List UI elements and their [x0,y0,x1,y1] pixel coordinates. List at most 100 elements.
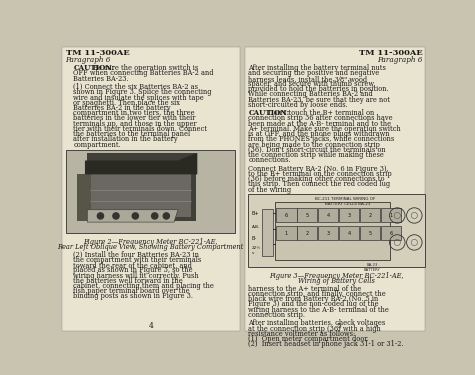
Text: (36) before making other connections to: (36) before making other connections to [248,175,385,183]
Text: 2: 2 [306,231,309,237]
Bar [276,208,296,222]
Text: TM 11-300AE: TM 11-300AE [359,49,423,57]
Text: A-B-: A-B- [252,225,260,229]
Text: toward the rear of the cabinet, and: toward the rear of the cabinet, and [73,261,192,269]
Text: Figure 2—Frequency Meter BC-221-AE,: Figure 2—Frequency Meter BC-221-AE, [83,237,218,246]
Text: 3: 3 [327,231,330,237]
Text: BA-23
BATTERY: BA-23 BATTERY [364,263,381,272]
Bar [248,194,425,267]
Bar [246,47,425,332]
Text: (1)  Open meter compartment door.: (1) Open meter compartment door. [248,335,369,343]
Text: 5: 5 [369,231,372,237]
Text: A+ terminal. Make sure the operation switch: A+ terminal. Make sure the operation swi… [248,125,401,133]
Text: Batteries BA-2 in the battery: Batteries BA-2 in the battery [73,104,171,112]
Text: after installation in the battery: after installation in the battery [73,135,178,143]
Bar [87,153,196,220]
Text: 6: 6 [390,231,393,237]
Circle shape [152,213,158,219]
Text: (36). Don't short-circuit the terminals on: (36). Don't short-circuit the terminals … [248,146,386,154]
Bar [62,47,240,332]
Circle shape [163,213,170,219]
Text: wire and insulate the splices with tape: wire and insulate the splices with tape [73,93,204,102]
Text: from the PHONES jacks, while connections: from the PHONES jacks, while connections [248,135,395,143]
Text: wiring harness to the A-B- terminal of the: wiring harness to the A-B- terminal of t… [248,306,390,314]
Text: fish paper terminal board over the: fish paper terminal board over the [73,287,190,295]
Text: batteries in the lower tier with their: batteries in the lower tier with their [73,114,196,123]
Text: 22½
v.: 22½ v. [252,246,261,255]
Text: (1) Connect the six Batteries BA-2 as: (1) Connect the six Batteries BA-2 as [73,83,199,91]
Text: cabinet, connecting them and placing the: cabinet, connecting them and placing the [73,282,214,290]
Bar [318,208,338,222]
Text: After installing batteries, check voltages: After installing batteries, check voltag… [248,319,386,327]
Bar [297,226,317,240]
Text: B-: B- [252,236,256,241]
Bar [360,208,380,222]
Circle shape [132,213,138,219]
Text: 4: 4 [348,231,351,237]
Circle shape [97,213,104,219]
Text: Figure 3—Frequency Meter BC-221-AE,: Figure 3—Frequency Meter BC-221-AE, [269,272,404,280]
Text: CAUTION:: CAUTION: [73,64,114,72]
Text: binding posts as shown in Figure 3.: binding posts as shown in Figure 3. [73,292,193,300]
Text: OFF when connecting Batteries BA-2 and: OFF when connecting Batteries BA-2 and [73,69,214,78]
Text: Figure 3) and the non-coded lug of the: Figure 3) and the non-coded lug of the [248,300,379,309]
Bar [275,202,390,260]
Text: Paragraph 6: Paragraph 6 [378,56,423,64]
Text: 2: 2 [369,213,372,218]
Text: terminals up, and those in the upper: terminals up, and those in the upper [73,120,197,128]
Text: 5: 5 [306,213,309,218]
Text: placed as shown in Figure 3, so the: placed as shown in Figure 3, so the [73,266,193,274]
Text: harness to the A+ terminal of the: harness to the A+ terminal of the [248,285,362,293]
Polygon shape [85,153,197,174]
Text: at the connection strip (36) with a high: at the connection strip (36) with a high [248,324,381,333]
Text: of the wiring: of the wiring [248,186,292,194]
Text: or spaghetti. Then place the six: or spaghetti. Then place the six [73,99,180,107]
Text: the batteries to the terminal panel: the batteries to the terminal panel [73,130,190,138]
Text: compartment in two tiers, the three: compartment in two tiers, the three [73,109,195,117]
Text: Paragraph 6: Paragraph 6 [66,56,111,64]
Text: 4: 4 [327,213,330,218]
Text: the connection strip while making these: the connection strip while making these [248,151,384,159]
Text: BC-211 TERMINAL WIRING OF
    BATTERY CELLS BA-23: BC-211 TERMINAL WIRING OF BATTERY CELLS … [315,197,376,206]
Text: CAUTION:: CAUTION: [248,109,290,117]
Text: the batteries well forward in the: the batteries well forward in the [73,277,183,285]
Text: resistance voltmeter as follows:: resistance voltmeter as follows: [248,330,356,338]
Text: short-circuited by loose ends.: short-circuited by loose ends. [248,101,348,109]
Bar [276,226,296,240]
Bar [381,226,401,240]
Text: 6: 6 [285,213,288,218]
Text: is at OFF, and the phone plugs withdrawn: is at OFF, and the phone plugs withdrawn [248,130,390,138]
Text: spacer, and secure with thumb screw,: spacer, and secure with thumb screw, [248,80,376,88]
Text: After installing the battery terminal nuts: After installing the battery terminal nu… [248,64,386,72]
Text: Batteries BA-23.: Batteries BA-23. [73,75,129,83]
Text: Don't touch the B+ terminal on: Don't touch the B+ terminal on [266,109,375,117]
Text: tier with their terminals down. Connect: tier with their terminals down. Connect [73,125,207,133]
Text: (2)  Insert headset in phone jack 31-1 or 31-2.: (2) Insert headset in phone jack 31-1 or… [248,340,404,348]
Bar [339,208,359,222]
Text: connection strip.: connection strip. [248,311,305,319]
Text: 1: 1 [390,213,393,218]
Bar [297,208,317,222]
Text: Be sure the operation switch is: Be sure the operation switch is [91,64,199,72]
Bar [381,208,401,222]
Text: are being made to the connection strip: are being made to the connection strip [248,141,380,148]
Bar [77,174,91,220]
Text: While connecting Batteries BA-2 and: While connecting Batteries BA-2 and [248,90,373,98]
Text: shown in Figure 3. Splice the connecting: shown in Figure 3. Splice the connecting [73,88,212,96]
Text: to the B+ terminal on the connection strip: to the B+ terminal on the connection str… [248,170,392,178]
Text: connections.: connections. [248,156,291,164]
Text: the compartment with their terminals: the compartment with their terminals [73,256,201,264]
Bar [90,164,191,218]
Text: been made at the A-B- terminal and to the: been made at the A-B- terminal and to th… [248,120,391,128]
Text: black wire from Battery BA-2 (No. 5 in: black wire from Battery BA-2 (No. 5 in [248,295,379,303]
Text: provided to hold the batteries in position.: provided to hold the batteries in positi… [248,85,389,93]
Text: this strip. Then connect the red coded lug: this strip. Then connect the red coded l… [248,180,390,188]
Text: and securing the positive and negative: and securing the positive and negative [248,69,380,78]
Text: harness leads, install the 3⁄8" wood: harness leads, install the 3⁄8" wood [248,75,368,83]
Text: connection strip 36 after connections have: connection strip 36 after connections ha… [248,114,393,123]
Text: B+: B+ [252,211,259,216]
Text: wiring harness will fit correctly. Push: wiring harness will fit correctly. Push [73,272,199,279]
Text: 3: 3 [348,213,351,218]
Text: Batteries BA-23, be sure that they are not: Batteries BA-23, be sure that they are n… [248,96,390,104]
Bar [318,226,338,240]
